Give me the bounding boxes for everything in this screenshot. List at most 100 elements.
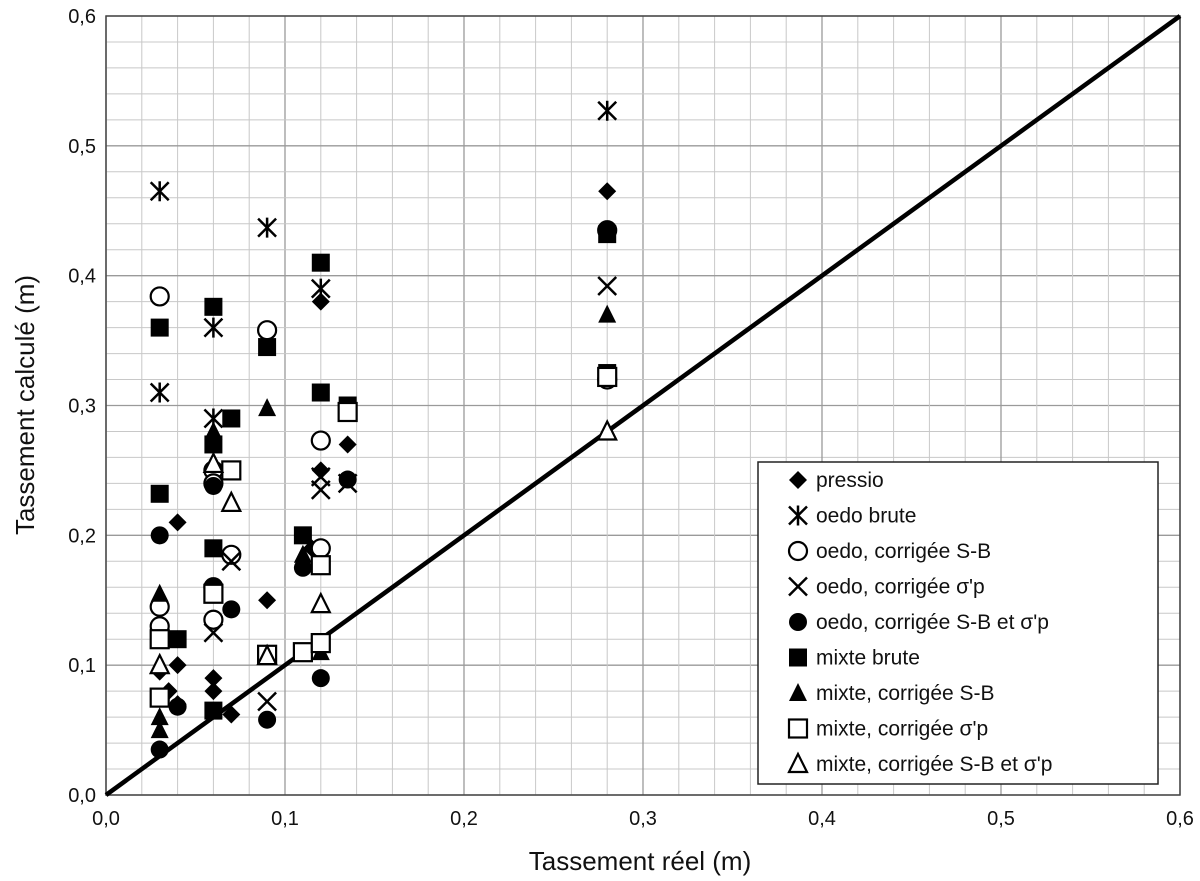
data-point-triangle-filled <box>150 583 169 602</box>
legend-label: oedo brute <box>816 505 916 528</box>
data-point-triangle-filled <box>150 720 169 739</box>
data-point-diamond <box>311 461 330 480</box>
legend-label: mixte, corrigée S-B et σ'p <box>816 753 1052 776</box>
data-point-square-open <box>337 401 358 423</box>
legend-label: oedo, corrigée σ'p <box>816 576 985 599</box>
data-point-diamond <box>168 656 187 675</box>
data-point-asterisk <box>310 278 331 299</box>
data-point-circle-open <box>310 538 331 559</box>
data-point-diamond <box>222 705 241 724</box>
y-tick-label: 0,2 <box>68 525 96 547</box>
data-point-triangle-open <box>202 451 225 474</box>
data-point-diamond <box>204 669 223 688</box>
data-point-square-open <box>149 629 170 650</box>
data-point-circle-filled <box>293 558 312 577</box>
data-point-square-filled <box>150 484 169 503</box>
y-tick-label: 0,0 <box>68 785 96 807</box>
legend-label: pressio <box>816 469 884 492</box>
data-point-square-filled <box>598 225 617 244</box>
x-tick-label: 0,1 <box>271 808 299 830</box>
y-tick-label: 0,3 <box>68 396 96 418</box>
y-tick-label: 0,6 <box>68 6 96 28</box>
data-point-square-open <box>310 555 331 576</box>
legend-marker <box>789 648 807 667</box>
data-point-square-open <box>221 460 242 481</box>
y-axis-title: Tassement calculé (m) <box>10 275 40 535</box>
data-point-asterisk <box>149 181 170 202</box>
data-point-square-filled <box>204 297 223 316</box>
data-point-triangle-open <box>310 591 332 614</box>
x-axis-title: Tassement réel (m) <box>529 846 752 876</box>
legend-label: mixte, corrigée S-B <box>816 682 995 705</box>
plot-frame <box>105 15 1181 796</box>
legend-marker <box>789 471 807 489</box>
legend-marker <box>787 718 809 739</box>
data-point-square-open <box>203 583 224 604</box>
data-point-triangle-filled <box>598 304 617 323</box>
data-point-asterisk <box>149 382 170 403</box>
x-tick-label: 0,5 <box>987 808 1015 830</box>
data-point-diamond <box>598 182 617 201</box>
legend-marker <box>788 576 808 597</box>
legend-marker <box>789 613 807 631</box>
data-point-diamond <box>258 591 277 610</box>
x-tick-label: 0,0 <box>92 808 120 830</box>
data-point-square-filled <box>222 409 241 428</box>
legend-label: mixte brute <box>816 647 920 670</box>
data-point-triangle-open <box>256 643 278 666</box>
data-point-triangle-filled <box>258 398 277 417</box>
data-point-diamond <box>168 513 187 532</box>
legend-label: mixte, corrigée σ'p <box>816 718 988 741</box>
data-point-triangle-open <box>596 419 618 441</box>
x-axis-ticks: 0,0 0,1 0,2 0,3 0,4 0,5 0,6 <box>92 808 1194 830</box>
data-point-circle-open <box>310 430 331 451</box>
data-point-circle-open <box>203 609 224 630</box>
legend-label: oedo, corrigée S-B et σ'p <box>816 611 1049 634</box>
data-point-circle-open <box>149 286 170 307</box>
y-tick-label: 0,5 <box>68 136 96 158</box>
data-point-asterisk <box>597 100 618 121</box>
data-point-circle-filled <box>338 470 357 489</box>
data-point-x <box>257 691 277 712</box>
data-point-square-filled <box>311 253 330 272</box>
data-point-circle-filled <box>311 669 330 688</box>
legend-marker <box>789 683 807 701</box>
legend-marker <box>788 505 808 526</box>
data-point-square-open <box>310 632 331 654</box>
data-point-asterisk <box>257 217 277 238</box>
data-point-x <box>221 551 242 572</box>
data-point-circle-filled <box>204 476 223 495</box>
y-tick-label: 0,4 <box>68 266 96 288</box>
x-tick-label: 0,2 <box>450 808 478 830</box>
reference-line-y-equals-x <box>104 14 1182 797</box>
y-axis-ticks: 0,0 0,1 0,2 0,3 0,4 0,5 0,6 <box>68 6 96 807</box>
data-point-triangle-filled <box>150 707 169 726</box>
data-point-triangle-filled <box>293 544 312 563</box>
data-point-circle-filled <box>150 740 169 759</box>
data-point-circle-filled <box>222 600 241 619</box>
data-point-triangle-filled <box>204 421 223 440</box>
data-points <box>148 100 618 759</box>
data-point-square-filled <box>293 526 312 545</box>
data-point-square-filled <box>168 630 187 649</box>
legend-marker <box>787 751 809 774</box>
legend-label: oedo, corrigée S-B <box>816 540 991 563</box>
data-point-diamond <box>204 682 223 701</box>
data-point-diamond <box>311 292 330 311</box>
x-tick-label: 0,6 <box>1166 808 1194 830</box>
legend: pressio oedo brute oedo, corrigée S-B oedo,… <box>757 461 1159 785</box>
data-point-square-filled <box>204 701 223 720</box>
data-point-circle-open <box>257 320 278 341</box>
data-point-triangle-open <box>148 652 171 675</box>
data-point-diamond <box>338 435 357 454</box>
data-point-circle-filled <box>150 526 169 545</box>
data-point-square-filled <box>204 435 223 454</box>
data-point-circle-filled <box>258 710 277 729</box>
x-tick-label: 0,3 <box>629 808 657 830</box>
y-tick-label: 0,1 <box>68 655 96 677</box>
data-point-asterisk <box>203 317 224 338</box>
data-point-x <box>310 467 331 487</box>
data-point-square-open <box>292 642 313 663</box>
data-point-square-open <box>597 366 618 388</box>
